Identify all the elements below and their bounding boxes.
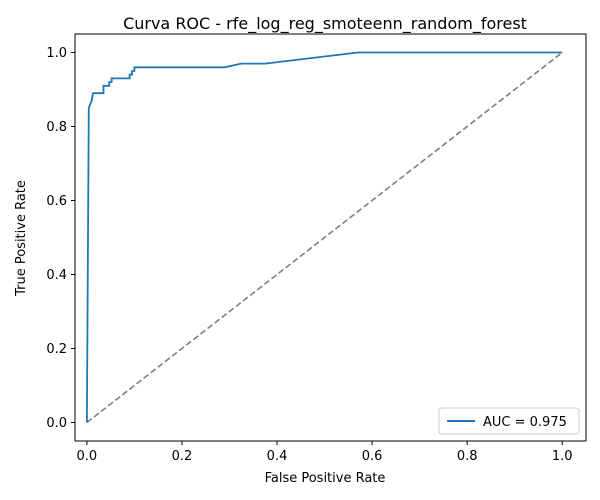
plot-frame: [74, 33, 587, 442]
x-tick-label: 0.2: [172, 449, 193, 464]
x-axis-ticks: 0.0 0.2 0.4 0.6 0.8 1.0: [77, 441, 573, 464]
x-axis-label: False Positive Rate: [265, 471, 386, 486]
legend: AUC = 0.975: [438, 407, 580, 435]
roc-curve-line: [85, 51, 563, 423]
y-tick-label: 0.2: [46, 342, 67, 357]
y-axis-ticks: 0.0 0.2 0.4 0.6 0.8 1.0: [46, 46, 75, 431]
x-tick-label: 0.8: [457, 449, 478, 464]
y-tick-label: 0.0: [46, 416, 67, 431]
chance-diagonal-line: [86, 51, 563, 424]
chart-title: Curva ROC - rfe_log_reg_smoteenn_random_…: [123, 14, 527, 34]
legend-label-auc: AUC = 0.975: [483, 415, 567, 430]
y-tick-label: 0.8: [46, 120, 67, 135]
y-tick-label: 0.4: [46, 268, 67, 283]
y-tick-label: 0.6: [46, 194, 67, 209]
x-tick-label: 0.4: [267, 449, 288, 464]
series-layer: [85, 51, 563, 424]
x-tick-label: 1.0: [552, 449, 573, 464]
x-tick-label: 0.0: [77, 449, 98, 464]
y-tick-label: 1.0: [46, 46, 67, 61]
legend-box: [438, 407, 580, 435]
x-tick-label: 0.6: [362, 449, 383, 464]
plot-area: [75, 34, 586, 441]
y-axis-label: True Positive Rate: [14, 180, 29, 297]
